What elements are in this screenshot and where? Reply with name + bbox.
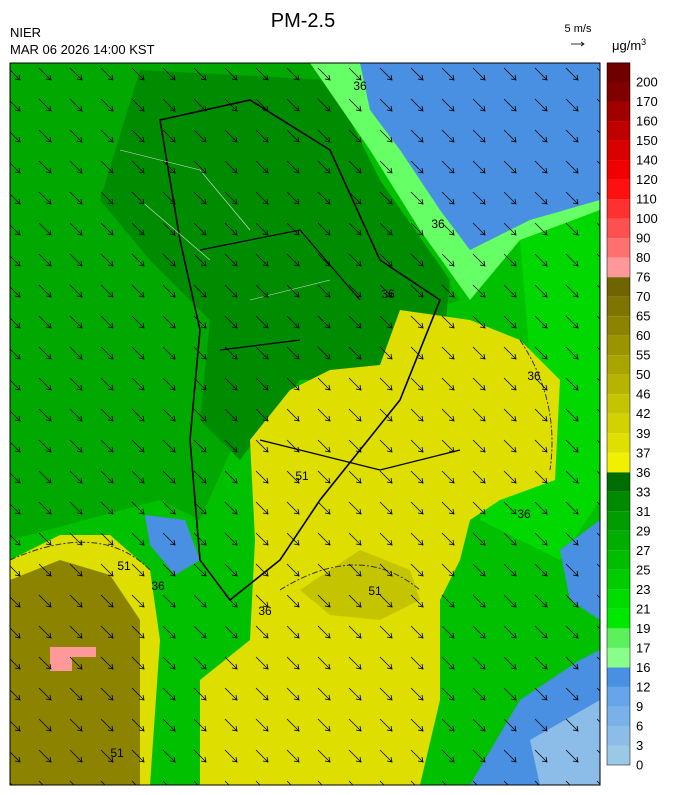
colorbar-label: 110 (636, 192, 657, 207)
colorbar-segment (607, 316, 630, 336)
colorbar-segment (607, 472, 630, 492)
colorbar-segment (607, 608, 630, 629)
contour-label: 51 (368, 584, 382, 598)
map (10, 63, 600, 785)
colorbar-segment (607, 745, 630, 765)
colorbar-label: 50 (636, 367, 650, 382)
colorbar-label: 6 (636, 718, 643, 733)
colorbar-label: 170 (636, 94, 658, 109)
wind-scale-arrow (571, 41, 585, 47)
colorbar-label: 65 (636, 309, 650, 324)
colorbar-segment (607, 433, 630, 453)
colorbar-label: 3 (636, 738, 643, 753)
colorbar-label: 200 (636, 75, 658, 90)
colorbar-segment (607, 647, 630, 668)
colorbar-label: 17 (636, 640, 650, 655)
colorbar-segment (607, 706, 630, 726)
colorbar-label: 9 (636, 699, 643, 714)
colorbar-label: 120 (636, 172, 658, 187)
colorbar-label: 100 (636, 211, 658, 226)
colorbar-segment (607, 335, 630, 356)
colorbar-segment (607, 511, 630, 531)
colorbar-label: 60 (636, 328, 650, 343)
colorbar-segment (607, 140, 630, 161)
colorbar-segment (607, 491, 630, 512)
colorbar-segment (607, 667, 630, 687)
colorbar-segment (607, 550, 630, 570)
colorbar-segment (607, 413, 630, 434)
colorbar-segment (607, 62, 630, 82)
contour-label: 36 (353, 79, 367, 93)
colorbar-segment (607, 218, 630, 239)
unit-superscript: 3 (641, 37, 646, 47)
colorbar-label: 0 (636, 758, 643, 773)
colorbar-label: 29 (636, 523, 650, 538)
colorbar-label: 46 (636, 387, 650, 402)
colorbar-segment (607, 121, 630, 141)
contour-label: 36 (527, 369, 541, 383)
colorbar-segment (607, 530, 630, 551)
colorbar-label: 27 (636, 543, 650, 558)
colorbar-segment (607, 452, 630, 473)
colorbar-label: 36 (636, 465, 650, 480)
colorbar-segment (607, 589, 630, 609)
colorbar-label: 42 (636, 406, 650, 421)
contour-label: 36 (381, 287, 395, 301)
colorbar-label: 150 (636, 133, 658, 148)
timestamp: MAR 06 2026 14:00 KST (10, 42, 155, 57)
colorbar-segment (607, 725, 630, 746)
colorbar-label: 39 (636, 426, 650, 441)
colorbar-segment (607, 296, 630, 317)
colorbar-unit: μg/m3 (612, 37, 646, 53)
agency: NIER (10, 25, 41, 40)
colorbar-segment (607, 199, 630, 219)
wind-scale-label: 5 m/s (565, 23, 592, 35)
contour-labels: 36 36 36 36 51 51 51 36 36 51 36 (110, 79, 541, 760)
contour-label: 51 (295, 469, 309, 483)
contour-label: 36 (258, 604, 272, 618)
unit-text: μg/m (612, 38, 641, 53)
colorbar-label: 16 (636, 660, 650, 675)
colorbar-label: 23 (636, 582, 650, 597)
map-frame (9, 62, 601, 786)
colorbar-segment (607, 179, 630, 200)
colorbar-label: 12 (636, 679, 650, 694)
colorbar-label: 140 (636, 153, 658, 168)
colorbar-label: 37 (636, 445, 650, 460)
colorbar-label: 55 (636, 348, 650, 363)
colorbar-label: 33 (636, 484, 650, 499)
colorbar-label: 80 (636, 250, 650, 265)
colorbar-segment (607, 374, 630, 395)
colorbar-label: 160 (636, 114, 658, 129)
colorbar-segment (607, 101, 630, 122)
colorbar-label: 19 (636, 621, 650, 636)
colorbar-segment (607, 238, 630, 258)
colorbar-segment (607, 628, 630, 648)
colorbar-label: 21 (636, 601, 650, 616)
title: PM-2.5 (271, 10, 335, 32)
colorbar-label: 31 (636, 504, 650, 519)
contour-label: 36 (431, 217, 445, 231)
colorbar-segment (607, 277, 630, 297)
contour-label: 51 (110, 746, 124, 760)
colorbar-segment (607, 569, 630, 590)
colorbar-segment (607, 82, 630, 102)
contour-label: 36 (517, 507, 531, 521)
contour-label: 36 (151, 579, 165, 593)
colorbar-label: 70 (636, 289, 650, 304)
colorbar-segment (607, 355, 630, 375)
colorbar-label: 25 (636, 562, 650, 577)
colorbar-frame (606, 62, 631, 766)
colorbar-label: 76 (636, 270, 650, 285)
colorbar-segment (607, 686, 630, 707)
colorbar-label: 90 (636, 231, 650, 246)
colorbar-segment (607, 257, 630, 278)
colorbar: 0369121617192123252729313336373942465055… (606, 62, 658, 773)
colorbar-segment (607, 394, 630, 414)
contour-label: 51 (117, 559, 131, 573)
colorbar-segment (607, 160, 630, 180)
